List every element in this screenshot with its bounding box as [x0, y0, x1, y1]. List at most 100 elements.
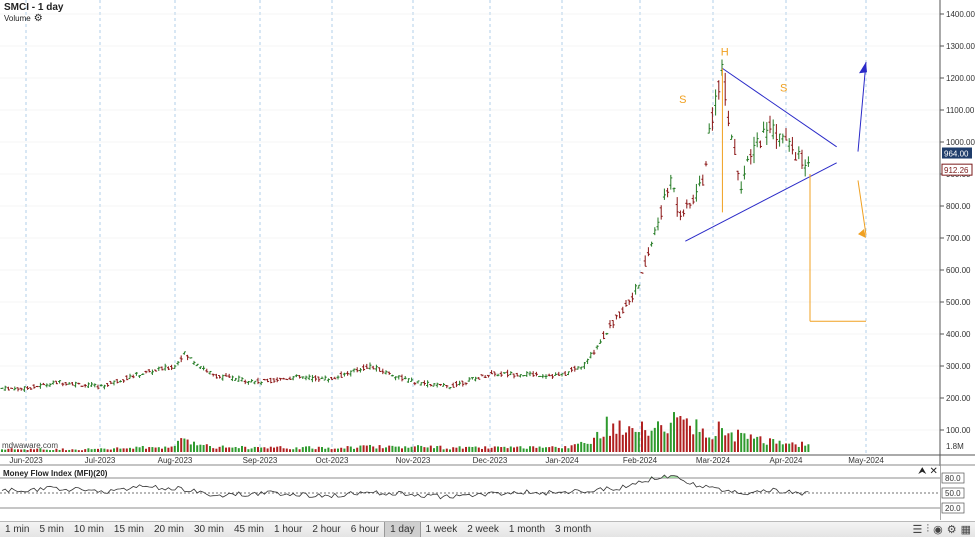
timeframe-3-month[interactable]: 3 month — [555, 524, 592, 535]
volume-bar — [119, 448, 122, 452]
volume-bar — [97, 448, 99, 452]
volume-bar — [148, 447, 151, 452]
volume-bar — [234, 446, 237, 452]
volume-bar — [775, 443, 778, 452]
mfi-panel: 80.0 50.0 20.0 — [0, 466, 965, 520]
timeframe-45-min[interactable]: 45 min — [233, 524, 264, 535]
close-icon[interactable]: ✕ — [929, 466, 938, 477]
volume-bar — [458, 446, 461, 452]
volume-bar — [599, 438, 602, 452]
volume-bar — [362, 445, 365, 452]
volume-bar — [289, 449, 291, 452]
volume-bar — [698, 431, 701, 452]
timeframe-15-min[interactable]: 15 min — [113, 524, 144, 535]
volume-bar — [292, 449, 295, 452]
volume-bar — [641, 421, 643, 452]
timeframe-1-month[interactable]: 1 month — [508, 524, 546, 535]
volume-bar — [666, 433, 669, 452]
volume-bar — [554, 446, 557, 452]
volume-bar — [106, 449, 109, 452]
timeframe-2-hour[interactable]: 2 hour — [312, 524, 341, 535]
volume-bar — [311, 448, 314, 452]
volume-bar — [807, 444, 810, 452]
timeframe-1-week[interactable]: 1 week — [425, 524, 458, 535]
timeframe-30-min[interactable]: 30 min — [193, 524, 224, 535]
price-tick-label: 400.00 — [946, 330, 971, 339]
time-label: Sep-2023 — [243, 456, 278, 465]
volume-bar — [375, 448, 378, 452]
timeframe-6-hour[interactable]: 6 hour — [350, 524, 380, 535]
volume-bar — [417, 445, 419, 452]
grid-icon[interactable]: ▦ — [960, 524, 971, 536]
time-label: Jan-2024 — [545, 456, 579, 465]
volume-bar — [548, 447, 551, 452]
volume-bar — [612, 423, 615, 452]
volume-bar — [433, 448, 435, 452]
volume-bar — [673, 412, 675, 452]
time-label: Dec-2023 — [473, 456, 508, 465]
volume-bar — [340, 447, 343, 452]
volume-bar — [615, 433, 618, 452]
timeframe-1-hour[interactable]: 1 hour — [273, 524, 303, 535]
volume-bar — [308, 446, 311, 452]
volume-bar — [186, 439, 189, 452]
volume-bar — [593, 437, 595, 452]
gear-icon[interactable]: ⚙ — [33, 13, 43, 24]
timeframe-2-week[interactable]: 2 week — [467, 524, 499, 535]
volume-bar — [567, 448, 570, 452]
mfi-controls: ⮝ ✕ — [918, 466, 938, 477]
maximize-icon[interactable]: ⮝ — [918, 466, 927, 477]
volume-bar — [794, 444, 797, 452]
volume-bar — [164, 446, 167, 452]
volume-bar — [756, 436, 759, 452]
time-label: Apr-2024 — [770, 456, 803, 465]
timeframe-5-min[interactable]: 5 min — [39, 524, 64, 535]
volume-bar — [493, 446, 496, 452]
chart-type-icon[interactable]: ⫶ — [926, 523, 930, 535]
volume-bar — [298, 449, 301, 452]
volume-bar — [650, 430, 653, 452]
volume-bar — [634, 431, 637, 452]
volume-bar — [711, 439, 714, 452]
volume-bar — [113, 448, 115, 452]
volume-bar — [202, 445, 205, 452]
volume-bar — [263, 447, 266, 452]
breakout-up-arrow — [857, 61, 867, 152]
volume-bar — [407, 447, 410, 452]
menu-icon[interactable]: ☰ — [912, 524, 923, 536]
volume-bar — [273, 447, 275, 452]
head-label: H — [721, 47, 729, 59]
volume-bar — [679, 416, 682, 452]
upper-trendline — [722, 67, 837, 148]
volume-bar — [769, 438, 771, 452]
volume-bar — [305, 446, 307, 452]
volume-bar — [378, 445, 381, 452]
settings-icon[interactable]: ⚙ — [946, 524, 957, 536]
volume-bar — [516, 446, 519, 452]
volume-bar — [628, 426, 631, 452]
volume-bar — [282, 448, 285, 452]
volume-bar — [65, 450, 67, 452]
volume-bar — [129, 447, 131, 452]
timeframe-1-min[interactable]: 1 min — [5, 524, 30, 535]
volume-bar — [436, 446, 439, 452]
volume-bar — [445, 448, 448, 452]
left-shoulder-label: S — [679, 94, 686, 106]
timeframe-1-day[interactable]: 1 day — [384, 522, 421, 537]
volume-bar — [177, 440, 179, 452]
volume-bar — [33, 449, 35, 452]
volume-bar — [173, 445, 176, 452]
volume-bar — [356, 447, 359, 452]
breakdown-arrow — [857, 180, 867, 235]
volume-bar — [337, 448, 339, 452]
volume-bar — [1, 449, 3, 452]
time-label: Nov-2023 — [396, 456, 431, 465]
eye-icon[interactable]: ◉ — [933, 524, 943, 536]
volume-tick-label: 1.8M — [946, 442, 964, 451]
volume-bar — [509, 446, 512, 452]
timeframe-20-min[interactable]: 20 min — [153, 524, 184, 535]
timeframe-10-min[interactable]: 10 min — [73, 524, 104, 535]
volume-bar — [23, 449, 26, 452]
